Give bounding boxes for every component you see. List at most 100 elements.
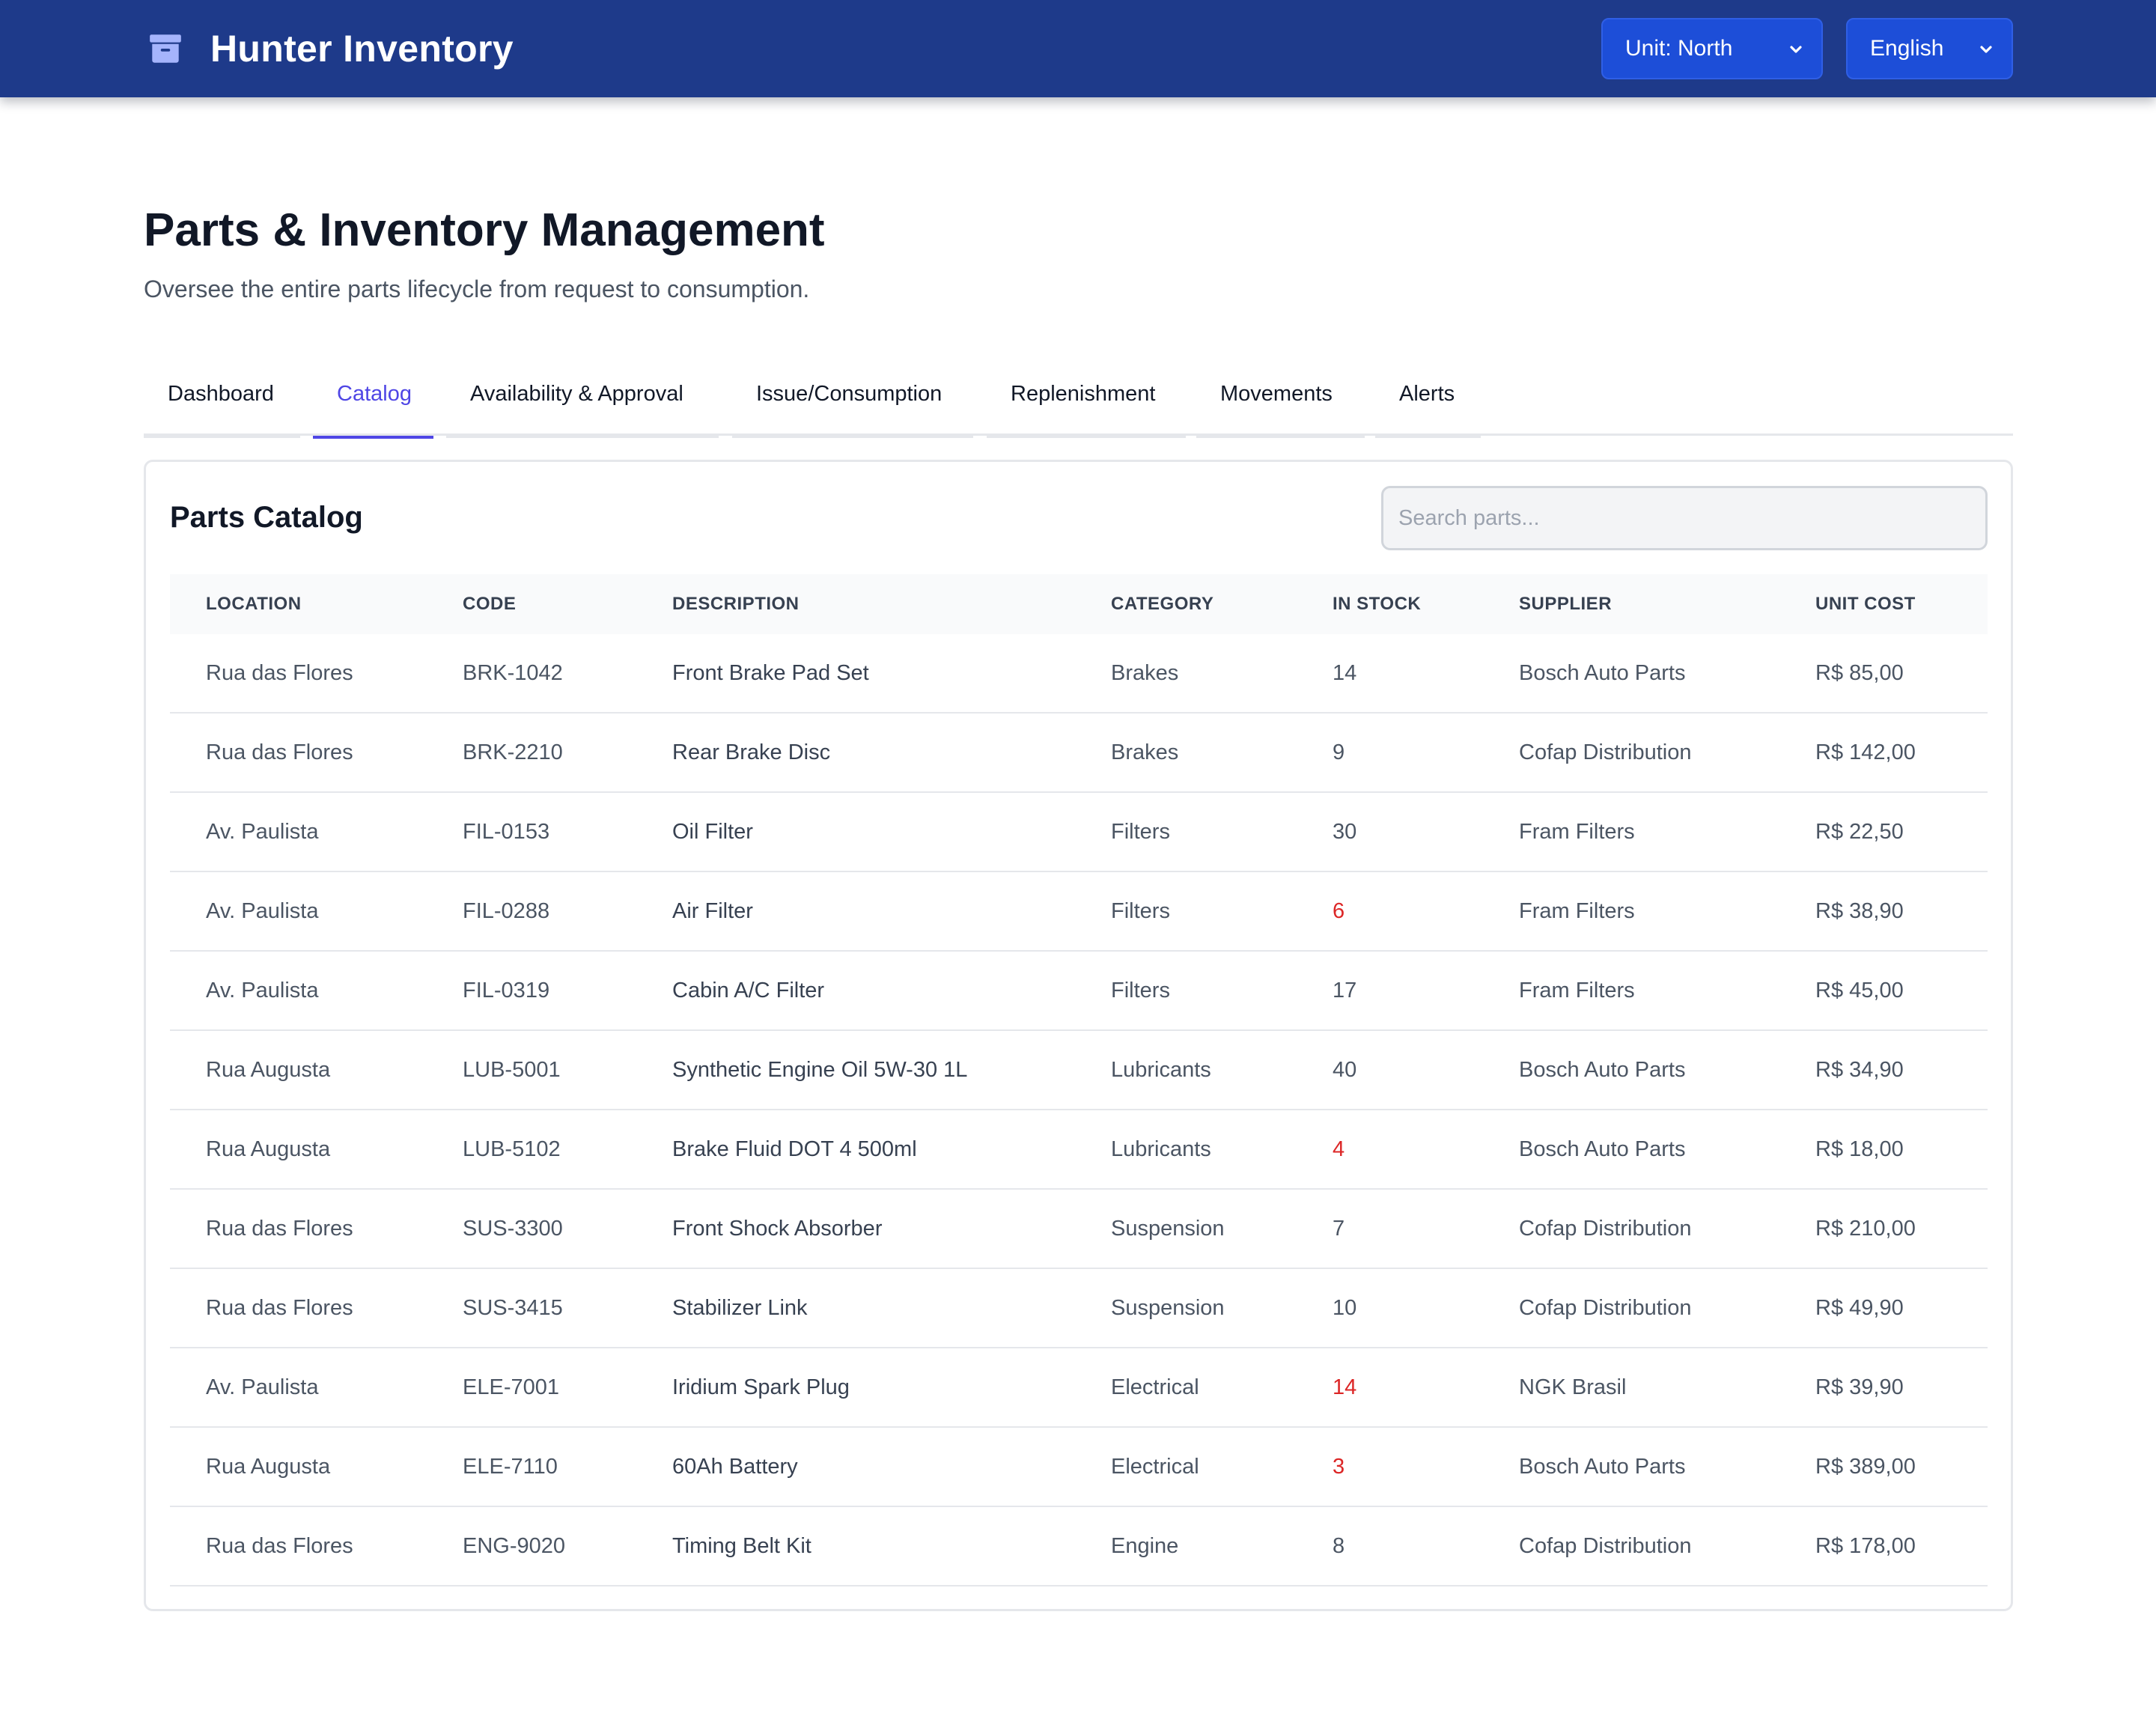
tab-movements[interactable]: Movements [1196,371,1365,438]
cell-in-stock: 6 [1333,899,1345,923]
tab-label: Movements [1220,382,1333,406]
cell-category: Brakes [1111,740,1179,764]
tab-alerts[interactable]: Alerts [1375,371,1481,438]
cell-code: ELE-7001 [463,1375,559,1399]
cell-description: Front Shock Absorber [672,1217,883,1241]
table-row[interactable]: Rua das Flores ENG-9020 Timing Belt Kit Eng… [170,1507,1988,1586]
cell-supplier: Fram Filters [1519,979,1635,1003]
tab-underline [987,436,1186,438]
cell-description: Cabin A/C Filter [672,979,825,1003]
table-row[interactable]: Av. Paulista FIL-0153 Oil Filter Filters 30 F… [170,793,1988,872]
table-row[interactable]: Rua Augusta LUB-5001 Synthetic Engine Oil … [170,1031,1988,1110]
column-header-description[interactable]: DESCRIPTION [672,594,800,614]
cell-code: LUB-5102 [463,1137,561,1161]
cell-in-stock: 30 [1333,820,1357,844]
cell-description: Stabilizer Link [672,1296,808,1320]
cell-unit-cost: R$ 22,50 [1815,820,1904,844]
cell-code: FIL-0319 [463,979,550,1003]
cell-location: Av. Paulista [206,979,319,1003]
chevron-down-icon [1980,46,1992,53]
cell-location: Rua Augusta [206,1455,331,1479]
cell-description: Brake Fluid DOT 4 500ml [672,1137,917,1161]
table-row[interactable]: Rua das Flores BRK-2210 Rear Brake Disc Bra… [170,714,1988,793]
table-row[interactable]: Rua Augusta LUB-5102 Brake Fluid DOT 4 500… [170,1110,1988,1190]
cell-location: Av. Paulista [206,899,319,923]
column-header-location[interactable]: LOCATION [206,594,302,614]
tab-issue-consumption[interactable]: Issue/Consumption [732,371,973,438]
tab-underline [313,436,433,439]
parts-table: LOCATION CODE DESCRIPTION CATEGORY IN ST… [170,574,1988,1586]
cell-supplier: Cofap Distribution [1519,1217,1692,1241]
cell-unit-cost: R$ 85,00 [1815,661,1904,685]
cell-description: Air Filter [672,899,753,923]
table-row[interactable]: Av. Paulista FIL-0319 Cabin A/C Filter Filt… [170,952,1988,1031]
table-row[interactable]: Rua Augusta ELE-7110 60Ah Battery Electrica… [170,1428,1988,1507]
column-header-code[interactable]: CODE [463,594,517,614]
tab-catalog[interactable]: Catalog [313,371,433,439]
tab-label: Dashboard [168,382,274,406]
cell-category: Engine [1111,1534,1179,1558]
chevron-down-icon [1790,46,1802,53]
cell-category: Suspension [1111,1217,1225,1241]
tab-underline [144,436,300,438]
cell-supplier: Cofap Distribution [1519,1534,1692,1558]
cell-location: Rua das Flores [206,1534,353,1558]
column-header-category[interactable]: CATEGORY [1111,594,1214,614]
cell-supplier: Bosch Auto Parts [1519,661,1686,685]
cell-supplier: Bosch Auto Parts [1519,1137,1686,1161]
cell-description: Timing Belt Kit [672,1534,811,1558]
cell-location: Rua das Flores [206,1217,353,1241]
cell-category: Filters [1111,979,1170,1003]
cell-code: LUB-5001 [463,1058,561,1082]
table-row[interactable]: Rua das Flores SUS-3415 Stabilizer Link Sus… [170,1269,1988,1348]
cell-unit-cost: R$ 210,00 [1815,1217,1916,1241]
cell-in-stock: 14 [1333,661,1357,685]
cell-supplier: NGK Brasil [1519,1375,1627,1399]
tab-underline [1375,436,1481,438]
cell-location: Rua das Flores [206,661,353,685]
brand[interactable]: Hunter Inventory [144,0,514,97]
table-header: LOCATION CODE DESCRIPTION CATEGORY IN ST… [170,574,1988,634]
tab-replenishment[interactable]: Replenishment [987,371,1186,438]
cell-supplier: Bosch Auto Parts [1519,1455,1686,1479]
cell-location: Rua Augusta [206,1137,331,1161]
tab-label: Replenishment [1011,382,1156,406]
cell-code: FIL-0153 [463,820,550,844]
unit-select[interactable]: Unit: North [1601,18,1823,79]
cell-code: BRK-1042 [463,661,563,685]
table-row[interactable]: Av. Paulista ELE-7001 Iridium Spark Plug El… [170,1348,1988,1428]
cell-in-stock: 40 [1333,1058,1357,1082]
table-row[interactable]: Rua das Flores BRK-1042 Front Brake Pad Se… [170,634,1988,714]
column-header-supplier[interactable]: SUPPLIER [1519,594,1613,614]
cell-description: Rear Brake Disc [672,740,831,764]
app-title: Hunter Inventory [210,28,514,70]
language-select[interactable]: English [1846,18,2013,79]
search-input[interactable] [1381,486,1988,550]
column-header-unit-cost[interactable]: UNIT COST [1815,594,1916,614]
cell-unit-cost: R$ 178,00 [1815,1534,1916,1558]
cell-code: ELE-7110 [463,1455,558,1479]
cell-supplier: Cofap Distribution [1519,740,1692,764]
cell-location: Rua das Flores [206,1296,353,1320]
cell-description: Iridium Spark Plug [672,1375,850,1399]
cell-unit-cost: R$ 45,00 [1815,979,1904,1003]
table-row[interactable]: Av. Paulista FIL-0288 Air Filter Filters 6 Fr… [170,872,1988,952]
cell-unit-cost: R$ 49,90 [1815,1296,1904,1320]
cell-category: Lubricants [1111,1137,1211,1161]
page-title: Parts & Inventory Management [144,204,825,256]
cell-code: SUS-3300 [463,1217,563,1241]
cell-in-stock: 3 [1333,1455,1345,1479]
table-row[interactable]: Rua das Flores SUS-3300 Front Shock Absorb… [170,1190,1988,1269]
cell-category: Suspension [1111,1296,1225,1320]
cell-unit-cost: R$ 38,90 [1815,899,1904,923]
top-navbar: Hunter Inventory Unit: North English [0,0,2156,97]
tab-dashboard[interactable]: Dashboard [144,371,300,438]
column-header-in-stock[interactable]: IN STOCK [1333,594,1422,614]
unit-select-value: Unit: North [1625,36,1733,61]
cell-category: Filters [1111,820,1170,844]
cell-description: Oil Filter [672,820,753,844]
tab-underline [732,436,973,438]
tab-label: Availability & Approval [470,382,683,406]
cell-code: FIL-0288 [463,899,550,923]
tab-availability-approval[interactable]: Availability & Approval [446,371,719,438]
